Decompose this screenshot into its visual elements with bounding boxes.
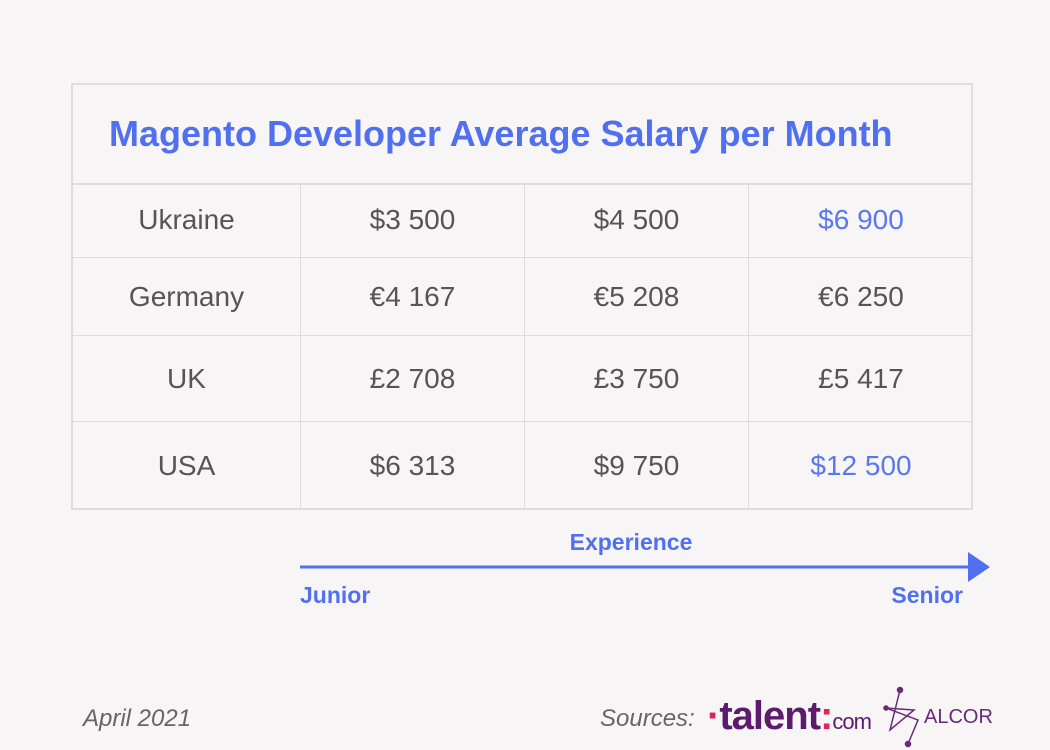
salary-cell: $12 500 [810, 450, 912, 481]
salary-cell: $6 313 [301, 422, 525, 510]
sources-label: Sources: [600, 705, 695, 732]
salary-cell: $3 500 [301, 183, 525, 258]
alcor-icon [883, 686, 919, 748]
axis-start: Junior [300, 582, 371, 608]
arrow-head [968, 552, 990, 582]
axis-end: Senior [891, 582, 963, 608]
salary-cell: £5 417 [749, 336, 973, 422]
salary-cell: $9 750 [525, 422, 749, 510]
talent-text: talent [719, 694, 821, 738]
alcor-text: ALCOR [924, 706, 993, 728]
date: April 2021 [83, 705, 192, 732]
talent-suffix: com [832, 709, 872, 734]
salary-cell: €5 208 [525, 258, 749, 336]
axis-label: Experience [569, 529, 693, 555]
country-cell: USA [73, 422, 301, 510]
salary-cell: $6 900 [749, 183, 973, 258]
salary-cell: $4 500 [525, 183, 749, 258]
salary-cell: €4 167 [301, 258, 525, 336]
salary-cell: £2 708 [301, 336, 525, 422]
country-cell: Germany [73, 258, 301, 336]
country-cell: Ukraine [73, 183, 301, 258]
table-title: Magento Developer Average Salary per Mon… [73, 85, 971, 185]
salary-table: Magento Developer Average Salary per Mon… [71, 83, 973, 510]
talent-logo: ·talent:com [707, 694, 872, 738]
salary-cell: £3 750 [525, 336, 749, 422]
salary-cell: €6 250 [749, 258, 973, 336]
country-cell: UK [73, 336, 301, 422]
